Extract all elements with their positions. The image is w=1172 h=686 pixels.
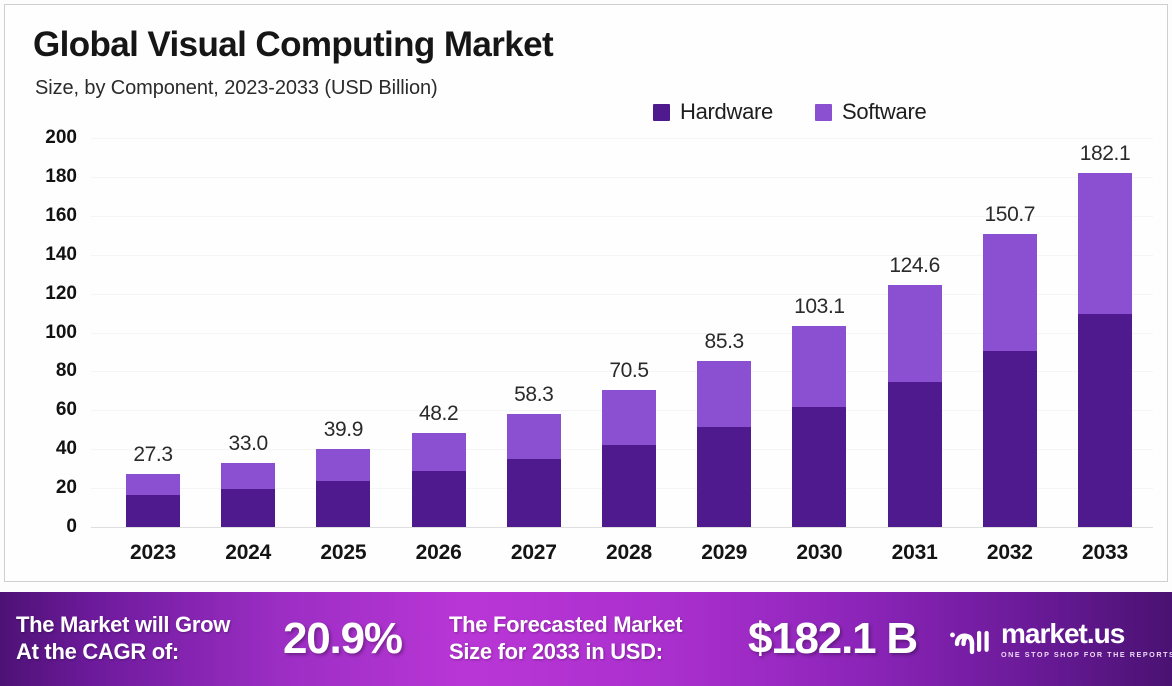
bar-segment-hardware[interactable] bbox=[221, 488, 276, 527]
bar-segment-software[interactable] bbox=[697, 361, 752, 428]
axis-baseline bbox=[91, 527, 1153, 528]
bar-value-label: 103.1 bbox=[794, 295, 845, 319]
forecast-size-label: The Forecasted Market Size for 2033 in U… bbox=[449, 612, 683, 666]
bar-group[interactable]: 27.3 bbox=[126, 443, 180, 527]
x-axis-tick-label: 2027 bbox=[510, 541, 557, 564]
x-axis-tick-label: 2026 bbox=[415, 541, 462, 564]
bar-group[interactable]: 33.0 bbox=[221, 432, 276, 527]
bar-segment-software[interactable] bbox=[221, 462, 276, 489]
y-axis-tick-label: 20 bbox=[55, 477, 77, 499]
bar-value-label: 85.3 bbox=[704, 330, 745, 354]
bar-value-label: 27.3 bbox=[133, 442, 173, 466]
bar-value-label: 48.2 bbox=[418, 402, 459, 426]
footer-banner: The Market will Grow At the CAGR of: 20.… bbox=[0, 592, 1172, 686]
cagr-value: 20.9% bbox=[283, 614, 403, 663]
legend-label-hardware: Hardware bbox=[680, 99, 773, 124]
bar-segment-software[interactable] bbox=[887, 284, 942, 382]
legend-item-software[interactable]: Software bbox=[814, 99, 927, 125]
legend-label-software: Software bbox=[841, 99, 927, 124]
brand-logo[interactable]: market.us ONE STOP SHOP FOR THE REPORTS bbox=[948, 617, 1172, 659]
bar-value-label: 33.0 bbox=[228, 431, 269, 455]
y-axis-tick-label: 60 bbox=[55, 399, 77, 421]
bar-group[interactable]: 124.6 bbox=[887, 254, 942, 527]
legend-item-hardware[interactable]: Hardware bbox=[653, 99, 773, 125]
bar-segment-hardware[interactable] bbox=[982, 351, 1037, 527]
brand-text: market.us ONE STOP SHOP FOR THE REPORTS bbox=[1001, 617, 1172, 659]
market-us-logo-icon bbox=[950, 630, 989, 655]
x-axis-tick-label: 2023 bbox=[130, 541, 176, 564]
bar-segment-hardware[interactable] bbox=[697, 427, 752, 527]
bar-segment-hardware[interactable] bbox=[506, 458, 561, 527]
bar-segment-software[interactable] bbox=[506, 413, 561, 459]
forecast-size-label-line1: The Forecasted Market bbox=[449, 612, 683, 638]
bar-group[interactable]: 150.7 bbox=[982, 203, 1037, 527]
bar-value-label: 39.9 bbox=[323, 418, 364, 442]
chart-legend: Hardware Software bbox=[653, 99, 927, 125]
legend-swatch-software bbox=[814, 103, 832, 121]
y-axis-tick-label: 0 bbox=[66, 516, 77, 537]
y-axis-tick-label: 100 bbox=[45, 321, 77, 343]
cagr-label-line2: At the CAGR of: bbox=[16, 639, 179, 664]
y-axis-tick-label: 120 bbox=[45, 282, 77, 304]
x-axis-tick-label: 2030 bbox=[796, 541, 843, 564]
bar-group[interactable]: 48.2 bbox=[411, 402, 466, 527]
brand-tagline: ONE STOP SHOP FOR THE REPORTS bbox=[1001, 649, 1172, 659]
y-axis-tick-label: 200 bbox=[45, 127, 77, 148]
bar-group[interactable]: 39.9 bbox=[316, 418, 371, 527]
bar-value-label: 182.1 bbox=[1079, 141, 1131, 165]
plot-area: 200 180 160 140 120 100 80 60 40 20 0 27.3 2023 33.0 2… bbox=[5, 5, 1169, 583]
y-axis-tick-label: 160 bbox=[45, 204, 77, 226]
bar-group[interactable]: 70.5 bbox=[602, 359, 656, 527]
brand-name: market.us bbox=[1001, 617, 1125, 649]
bar-segment-hardware[interactable] bbox=[887, 381, 942, 527]
bar-segment-hardware[interactable] bbox=[602, 444, 656, 527]
y-axis-tick-label: 80 bbox=[55, 360, 77, 382]
bar-group[interactable]: 103.1 bbox=[792, 295, 847, 527]
x-axis-tick-label: 2032 bbox=[986, 541, 1033, 564]
x-axis-tick-label: 2033 bbox=[1082, 541, 1128, 564]
forecast-size-label-line2: Size for 2033 in USD: bbox=[449, 639, 663, 664]
x-axis-tick-label: 2028 bbox=[606, 541, 652, 564]
y-axis-tick-label: 140 bbox=[45, 243, 77, 265]
bar-value-label: 150.7 bbox=[984, 202, 1036, 226]
bar-segment-hardware[interactable] bbox=[1078, 314, 1132, 527]
chart-subtitle: Size, by Component, 2023-2033 (USD Billi… bbox=[35, 77, 438, 99]
y-axis-tick-label: 180 bbox=[45, 165, 77, 187]
forecast-size-value: $182.1 B bbox=[748, 614, 918, 663]
bar-segment-software[interactable] bbox=[1078, 172, 1132, 315]
legend-swatch-hardware bbox=[653, 103, 670, 121]
bar-value-label: 124.6 bbox=[889, 253, 940, 277]
page-title: Global Visual Computing Market bbox=[33, 25, 554, 64]
bar-segment-software[interactable] bbox=[126, 473, 180, 496]
bar-group[interactable]: 182.1 bbox=[1078, 142, 1132, 527]
bar-group[interactable]: 85.3 bbox=[697, 330, 752, 527]
x-axis-tick-label: 2024 bbox=[225, 541, 272, 564]
cagr-label-line1: The Market will Grow bbox=[16, 612, 231, 638]
bar-segment-hardware[interactable] bbox=[792, 406, 847, 527]
bar-segment-hardware[interactable] bbox=[411, 470, 466, 527]
gridline bbox=[91, 177, 1153, 178]
chart-card: Global Visual Computing Market Size, by … bbox=[4, 4, 1168, 582]
y-axis-tick-label: 40 bbox=[55, 438, 77, 460]
bar-segment-hardware[interactable] bbox=[316, 480, 371, 527]
bar-group[interactable]: 58.3 bbox=[506, 383, 561, 527]
x-axis-tick-label: 2025 bbox=[320, 541, 367, 564]
bar-segment-software[interactable] bbox=[602, 389, 656, 445]
bar-segment-software[interactable] bbox=[982, 233, 1037, 352]
x-axis-tick-label: 2029 bbox=[701, 541, 748, 564]
bar-value-label: 58.3 bbox=[514, 382, 554, 406]
x-axis-tick-label: 2031 bbox=[891, 541, 938, 564]
bar-segment-software[interactable] bbox=[411, 433, 466, 471]
bar-segment-software[interactable] bbox=[316, 449, 371, 481]
bar-value-label: 70.5 bbox=[609, 358, 649, 382]
gridline bbox=[91, 138, 1153, 139]
bar-segment-hardware[interactable] bbox=[126, 495, 180, 527]
cagr-label: The Market will Grow At the CAGR of: bbox=[16, 612, 230, 666]
bar-segment-software[interactable] bbox=[792, 326, 847, 407]
